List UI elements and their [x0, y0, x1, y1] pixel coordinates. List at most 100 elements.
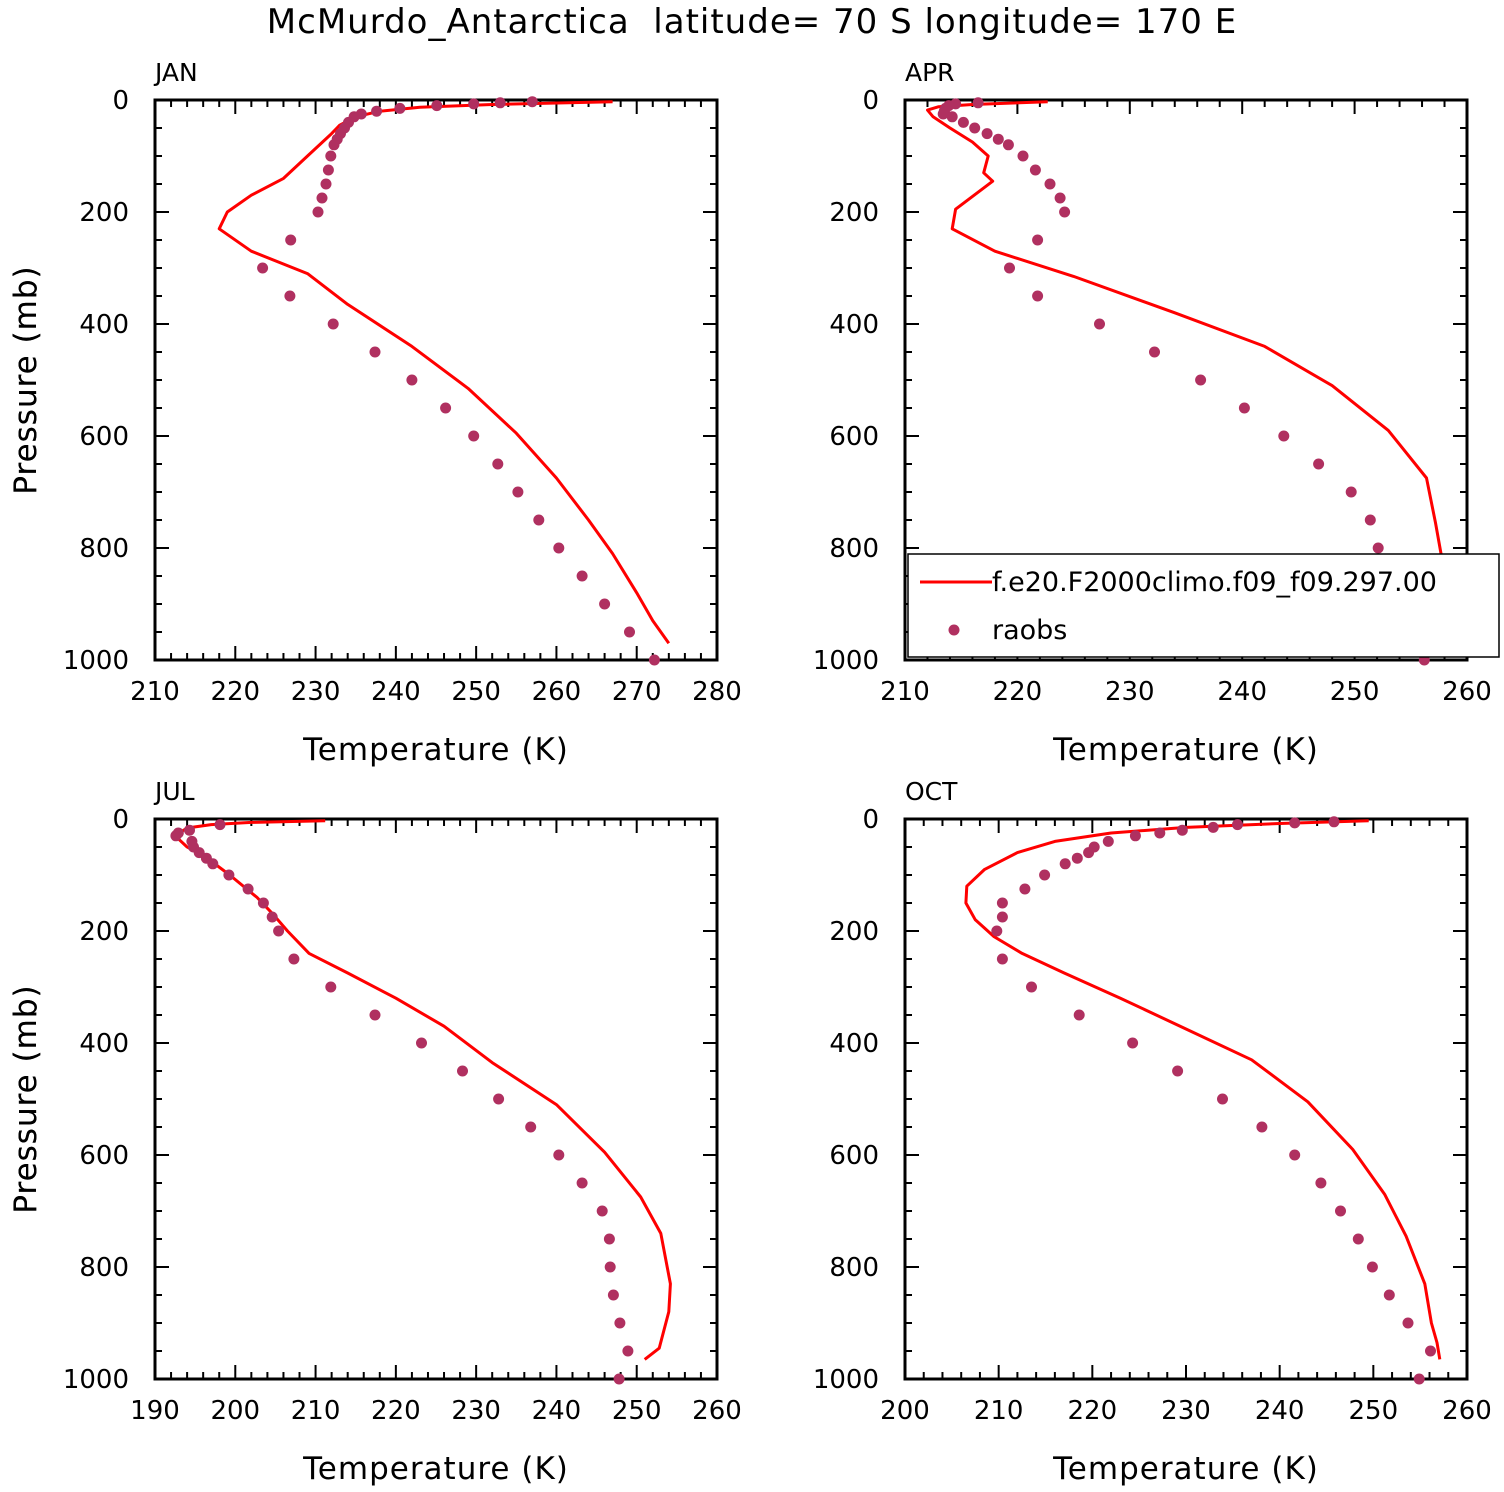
raobs-point	[468, 98, 480, 110]
raobs-point	[325, 150, 337, 162]
raobs-point	[371, 105, 383, 117]
x-tick-label: 250	[1330, 677, 1380, 707]
x-tick-label: 220	[371, 1396, 421, 1426]
raobs-point	[257, 897, 269, 909]
x-tick-label: 260	[692, 1396, 742, 1426]
raobs-point	[553, 1149, 565, 1161]
raobs-point	[622, 1345, 634, 1357]
raobs-point	[223, 869, 235, 881]
raobs-point	[1039, 869, 1051, 881]
raobs-point	[214, 819, 226, 831]
y-axis-title: Pressure (mb)	[8, 984, 44, 1213]
raobs-point	[1149, 346, 1160, 358]
raobs-point	[316, 192, 328, 204]
raobs-point	[937, 108, 949, 120]
raobs-point	[1102, 835, 1114, 847]
x-tick-label: 210	[130, 677, 180, 707]
raobs-point	[526, 96, 538, 108]
raobs-point	[1328, 816, 1340, 828]
panel-label: JAN	[153, 58, 198, 87]
raobs-markers-oct	[991, 816, 1436, 1385]
x-tick-label: 210	[880, 677, 930, 707]
x-tick-label: 280	[692, 677, 742, 707]
y-tick-label: 400	[829, 310, 879, 340]
raobs-point	[440, 402, 452, 414]
raobs-point	[525, 1121, 537, 1133]
plot-frame-jan	[153, 98, 719, 662]
raobs-point	[266, 911, 278, 923]
raobs-point	[991, 925, 1003, 937]
raobs-point	[1335, 1205, 1346, 1217]
x-axis-title: Temperature (K)	[1052, 1451, 1319, 1487]
raobs-point	[576, 1177, 588, 1189]
y-tick-label: 600	[829, 422, 879, 452]
raobs-point	[1402, 1317, 1414, 1329]
raobs-point	[607, 1289, 619, 1301]
raobs-point	[322, 164, 334, 176]
legend-marker-swatch	[948, 624, 960, 636]
raobs-point	[1364, 514, 1376, 526]
legend-box	[907, 553, 1500, 658]
raobs-point	[1372, 542, 1384, 554]
raobs-point	[327, 318, 339, 330]
raobs-point	[242, 883, 254, 895]
raobs-point	[996, 897, 1008, 909]
raobs-point	[1176, 824, 1188, 836]
raobs-point	[457, 1065, 468, 1077]
x-tick-label: 210	[974, 1396, 1024, 1426]
raobs-point	[1289, 1149, 1301, 1161]
y-tick-label: 800	[79, 534, 129, 564]
raobs-point	[1032, 290, 1044, 302]
raobs-point	[285, 234, 297, 246]
x-tick-label: 230	[291, 677, 341, 707]
x-tick-label: 240	[371, 677, 421, 707]
y-tick-label: 1000	[813, 1365, 879, 1395]
raobs-point	[1073, 1009, 1085, 1021]
raobs-point	[288, 953, 300, 965]
raobs-point	[596, 1205, 608, 1217]
y-tick-label: 0	[112, 86, 129, 116]
raobs-point	[1217, 1093, 1228, 1105]
raobs-point	[170, 830, 182, 842]
raobs-point	[1083, 847, 1095, 859]
raobs-point	[273, 925, 285, 937]
raobs-point	[996, 953, 1008, 965]
y-tick-label: 400	[79, 1029, 129, 1059]
raobs-point	[604, 1261, 616, 1273]
raobs-point	[1059, 206, 1071, 218]
raobs-point	[1017, 150, 1029, 162]
raobs-point	[957, 116, 969, 128]
raobs-point	[492, 458, 504, 470]
raobs-point	[1032, 234, 1044, 246]
raobs-point	[1002, 139, 1014, 151]
x-tick-label: 270	[612, 677, 662, 707]
y-tick-label: 200	[829, 917, 879, 947]
raobs-point	[603, 1233, 615, 1245]
x-tick-label: 260	[532, 677, 582, 707]
y-axis-title: Pressure (mb)	[8, 984, 44, 1213]
y-axis-title: Pressure (mb)	[8, 265, 44, 494]
y-tick-label: 800	[79, 1253, 129, 1283]
raobs-point	[613, 1373, 625, 1385]
raobs-point	[1029, 164, 1041, 176]
raobs-point	[1094, 318, 1105, 330]
raobs-point	[1345, 486, 1357, 498]
y-tick-label: 600	[79, 1141, 129, 1171]
raobs-point	[599, 598, 611, 610]
x-tick-label: 240	[532, 1396, 582, 1426]
x-tick-label: 240	[1217, 677, 1267, 707]
raobs-point	[1026, 981, 1037, 993]
raobs-point	[493, 1093, 505, 1105]
panel-jul: 190 200 210 220 230 240 250 260 0 200 400 600 800 100…	[8, 777, 742, 1487]
raobs-point	[369, 346, 381, 358]
raobs-point	[468, 430, 480, 442]
plot-frame-apr	[903, 98, 1469, 662]
panel-label: JUL	[153, 777, 195, 806]
raobs-point	[533, 514, 545, 526]
model-line-jul	[173, 819, 672, 1361]
x-tick-label: 230	[451, 1396, 501, 1426]
raobs-point	[614, 1317, 626, 1329]
raobs-point	[992, 133, 1004, 145]
